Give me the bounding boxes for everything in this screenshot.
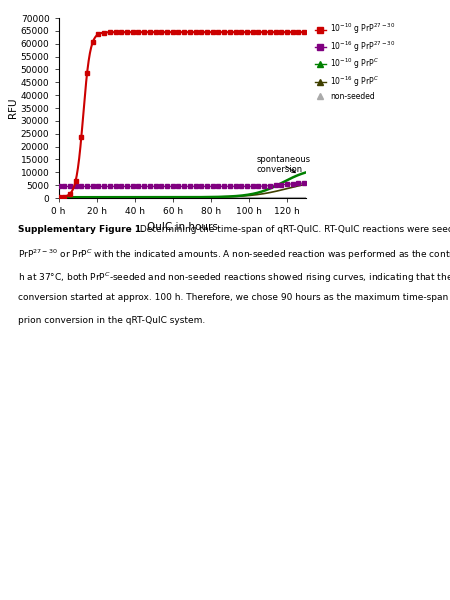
Text: spontaneous
conversion: spontaneous conversion (256, 155, 310, 174)
Text: Supplementary Figure 1.: Supplementary Figure 1. (18, 225, 144, 234)
X-axis label: QuIC in hours: QuIC in hours (147, 221, 218, 232)
Legend: 10$^{-10}$ g PrP$^{27-30}$, 10$^{-16}$ g PrP$^{27-30}$, 10$^{-10}$ g PrP$^C$, 10: 10$^{-10}$ g PrP$^{27-30}$, 10$^{-16}$ g… (315, 22, 395, 101)
Text: Determining the time-span of qRT-QuIC. RT-QuIC reactions were seeded with: Determining the time-span of qRT-QuIC. R… (137, 225, 450, 234)
Y-axis label: RFU: RFU (8, 98, 18, 118)
Text: prion conversion in the qRT-QuIC system.: prion conversion in the qRT-QuIC system. (18, 316, 205, 325)
Text: conversion started at approx. 100 h. Therefore, we chose 90 hours as the maximum: conversion started at approx. 100 h. The… (18, 293, 450, 302)
Text: PrP$^{27-30}$ or PrP$^C$ with the indicated amounts. A non-seeded reaction was p: PrP$^{27-30}$ or PrP$^C$ with the indica… (18, 248, 450, 262)
Text: h at 37°C, both PrP$^C$-seeded and non-seeded reactions showed rising curves, in: h at 37°C, both PrP$^C$-seeded and non-s… (18, 271, 450, 285)
